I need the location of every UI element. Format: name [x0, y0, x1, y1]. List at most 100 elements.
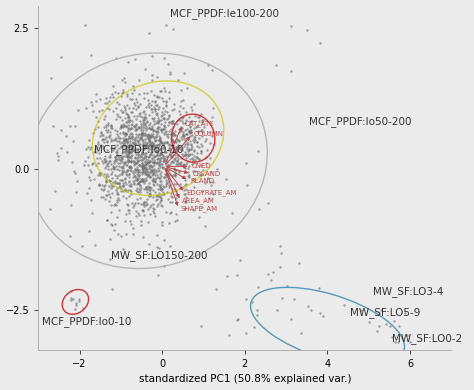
Point [121, 160, 129, 166]
Point [196, 172, 204, 179]
Point [107, 128, 114, 135]
Point [164, 162, 172, 168]
Point [199, 119, 206, 125]
Point [149, 128, 157, 134]
Point [117, 122, 125, 128]
Point [206, 129, 213, 135]
Point [97, 154, 104, 161]
Point [127, 130, 134, 136]
Point [107, 171, 115, 177]
Point [149, 98, 156, 104]
Point [161, 183, 168, 190]
Point [139, 131, 146, 137]
Point [152, 134, 159, 140]
Point [163, 167, 170, 173]
Point [145, 136, 153, 143]
Point [158, 151, 166, 157]
Point [138, 176, 146, 182]
Point [132, 127, 140, 133]
Point [147, 142, 155, 148]
Point [110, 145, 118, 151]
Point [148, 155, 156, 161]
Point [92, 162, 100, 168]
Point [157, 88, 165, 94]
Point [145, 180, 153, 186]
Point [158, 186, 165, 193]
Point [154, 126, 162, 132]
Point [158, 163, 165, 170]
Point [155, 176, 163, 182]
Point [169, 159, 176, 165]
Point [181, 127, 189, 133]
Point [155, 142, 162, 148]
Point [98, 182, 106, 188]
Point [117, 143, 125, 149]
Point [124, 186, 132, 193]
Point [162, 129, 169, 135]
Point [111, 220, 119, 227]
Point [180, 191, 188, 197]
Point [307, 307, 315, 314]
Point [132, 187, 139, 193]
Point [109, 125, 116, 131]
Point [157, 181, 165, 187]
Point [86, 145, 94, 152]
Point [242, 296, 249, 302]
Point [164, 153, 171, 160]
Point [120, 136, 128, 143]
Point [169, 26, 177, 32]
Point [128, 183, 135, 189]
Point [187, 103, 194, 110]
Point [105, 106, 113, 112]
Point [137, 135, 145, 141]
Point [128, 200, 136, 206]
Point [140, 165, 147, 171]
Point [146, 169, 154, 175]
Point [138, 151, 146, 157]
Point [131, 145, 138, 151]
Point [175, 168, 182, 175]
Point [57, 145, 64, 151]
Point [144, 183, 151, 190]
Point [145, 185, 152, 191]
Point [143, 201, 151, 207]
Point [163, 170, 171, 176]
Point [163, 131, 170, 137]
Point [98, 186, 105, 192]
Point [155, 201, 162, 207]
Point [170, 101, 178, 107]
Point [139, 164, 146, 170]
Point [158, 186, 166, 192]
Point [148, 53, 155, 59]
Point [187, 129, 194, 135]
Point [152, 193, 160, 199]
Point [147, 124, 155, 131]
Point [91, 149, 98, 155]
Point [165, 95, 173, 101]
Point [161, 115, 168, 121]
Point [87, 197, 95, 204]
Point [86, 177, 94, 183]
Point [159, 126, 166, 133]
Point [106, 255, 114, 262]
Point [159, 126, 167, 132]
Point [113, 180, 121, 186]
Point [283, 282, 291, 289]
Point [304, 303, 312, 309]
Point [208, 182, 215, 188]
Point [210, 105, 217, 111]
Point [105, 134, 113, 140]
Point [130, 112, 137, 119]
Point [171, 131, 178, 137]
Point [140, 180, 148, 186]
Point [132, 166, 139, 172]
Point [123, 110, 131, 117]
Point [113, 185, 121, 191]
Point [159, 98, 166, 105]
Point [157, 113, 164, 120]
Point [141, 110, 149, 117]
Point [156, 135, 164, 141]
Point [156, 138, 164, 144]
Point [155, 94, 163, 100]
Point [141, 171, 149, 177]
